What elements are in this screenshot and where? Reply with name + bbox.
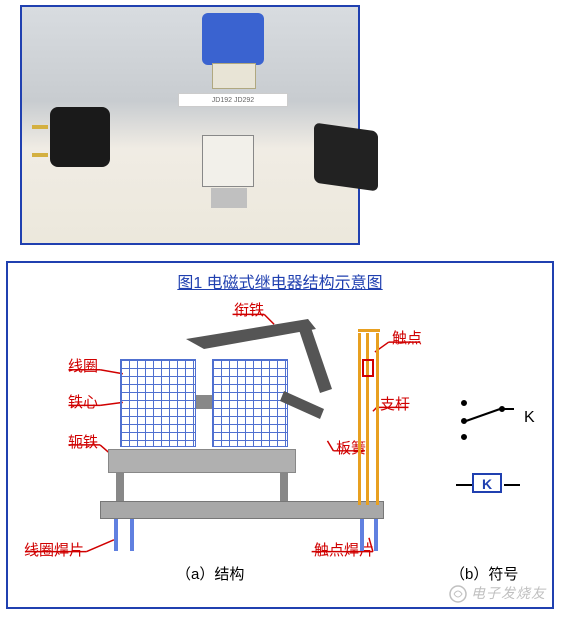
diagram-panel: 图1 电磁式继电器结构示意图 衔铁 线圈 铁心 轭铁 触点 支杆 板簧 线圈焊片… [6,261,554,609]
relay-middle [202,135,254,187]
label-core: 铁心 [68,391,98,412]
armature-shape [186,319,346,439]
label-armature: 衔铁 [234,299,264,320]
post-1 [116,473,124,501]
label-spring: 板簧 [336,437,366,458]
foot-3 [360,519,364,551]
symbol-k-1: K [524,409,535,427]
foot-2 [130,519,134,551]
label-contact-tab: 触点焊片 [314,539,374,560]
yoke-bar [108,449,296,473]
post-2 [280,473,288,501]
label-coil-tab: 线圈焊片 [24,539,84,560]
label-yoke: 轭铁 [68,431,98,452]
label-contact: 触点 [392,327,422,348]
strut-top [358,329,380,332]
strut-1 [358,333,361,505]
foot-1 [114,519,118,551]
label-coil: 线圈 [68,355,98,376]
relay-blue [202,13,264,65]
relay-label: JD192 JD292 [178,93,288,107]
label-strut: 支杆 [380,393,410,414]
caption-a: （a）结构 [176,563,244,584]
coil-grid-left [120,359,196,447]
photo-panel: JD192 JD292 [20,5,360,245]
foot-4 [374,519,378,551]
watermark: 电子发烧友 [449,583,546,603]
strut-3 [376,333,379,505]
contact-outline [362,359,374,377]
switch-symbol [456,395,516,441]
caption-b: （b）符号 [450,563,518,584]
coil-box-symbol: K [472,473,502,493]
base-platform [100,501,384,519]
relay-black-right [314,123,378,192]
diagram-title: 图1 电磁式继电器结构示意图 [8,269,552,293]
relay-black-left [50,107,110,167]
